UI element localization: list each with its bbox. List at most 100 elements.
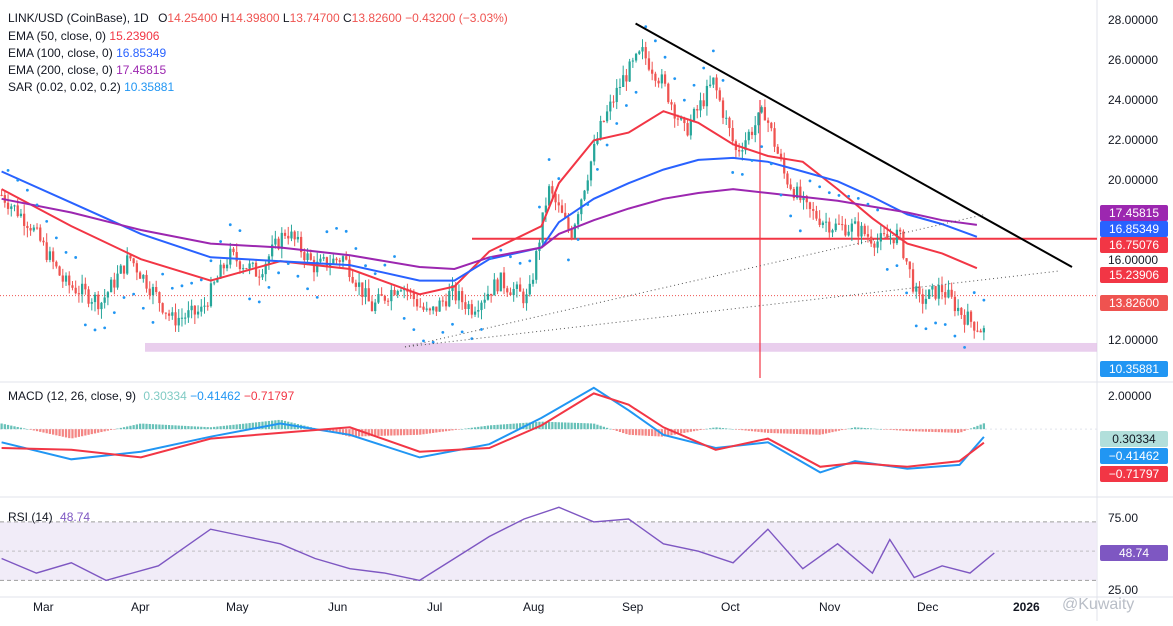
candle-body xyxy=(90,302,93,304)
sar-dot xyxy=(151,320,155,324)
macd-histogram-bar xyxy=(171,425,174,430)
macd-histogram-bar xyxy=(71,429,74,439)
sar-dot xyxy=(827,191,831,195)
candle-body xyxy=(32,227,35,231)
sar-dot xyxy=(876,208,880,212)
macd-histogram-bar xyxy=(258,422,261,430)
candle-body xyxy=(158,292,161,304)
candle-body xyxy=(934,286,937,299)
macd-histogram-bar xyxy=(167,425,171,430)
macd-histogram-bar xyxy=(567,422,570,430)
sar-dot xyxy=(711,49,715,53)
candle-body xyxy=(660,74,663,84)
candle-body xyxy=(296,236,300,240)
candle-body xyxy=(464,302,467,309)
macd-histogram-bar xyxy=(338,429,341,435)
low-label: L xyxy=(282,11,290,25)
candle-body xyxy=(960,307,963,315)
macd-histogram-bar xyxy=(786,429,789,434)
candle-body xyxy=(824,221,828,223)
candle-body xyxy=(341,256,345,262)
macd-histogram-bar xyxy=(370,429,374,437)
candle-body xyxy=(87,289,90,304)
macd-histogram-bar xyxy=(889,429,892,430)
candle-body xyxy=(886,234,889,239)
candle-body xyxy=(190,305,193,311)
sar-dot xyxy=(731,171,735,174)
candle-body xyxy=(844,224,847,236)
macd-histogram-bar xyxy=(502,424,506,430)
y-tick: 24.00000 xyxy=(1108,93,1159,107)
candle-body xyxy=(145,274,148,289)
macd-histogram-bar xyxy=(335,429,338,434)
sar-dot xyxy=(596,168,599,171)
macd-pane xyxy=(0,386,1097,474)
candle-body xyxy=(834,223,837,231)
candle-body xyxy=(171,312,174,316)
macd-histogram-bar xyxy=(29,429,32,430)
candle-body xyxy=(80,283,84,295)
candle-body xyxy=(454,284,457,301)
candle-body xyxy=(316,261,319,273)
macd-histogram-bar xyxy=(612,429,615,430)
candle-body xyxy=(699,100,702,111)
candle-body xyxy=(322,257,325,259)
candle-body xyxy=(779,153,783,160)
candle-body xyxy=(48,251,52,260)
sar-dot xyxy=(982,298,986,302)
y-tick: 22.00000 xyxy=(1108,133,1159,147)
macd-histogram-bar xyxy=(937,429,940,433)
candle-body xyxy=(863,225,866,235)
macd-histogram-bar xyxy=(773,429,776,434)
macd-histogram-bar xyxy=(490,425,493,430)
macd-histogram-bar xyxy=(654,429,657,437)
macd-histogram-bar xyxy=(818,429,821,435)
macd-histogram-bar xyxy=(148,423,151,430)
macd-histogram-bar xyxy=(77,429,81,437)
candle-body xyxy=(299,236,303,253)
macd-histogram-bar xyxy=(737,429,741,430)
macd-histogram-bar xyxy=(960,429,963,433)
x-tick: 2026 xyxy=(1013,600,1040,614)
high-value: 14.39800 xyxy=(229,11,280,25)
candle-body xyxy=(161,303,164,313)
candle-body xyxy=(567,217,570,230)
macd-histogram-bar xyxy=(583,423,586,430)
candle-body xyxy=(374,302,377,312)
rsi-legend-label: RSI (14) xyxy=(8,510,53,524)
candle-body xyxy=(976,330,979,332)
x-tick: Sep xyxy=(622,600,644,614)
legend-ema50-label: EMA (50, close, 0) xyxy=(8,29,107,43)
macd-histogram-bar xyxy=(721,428,725,430)
sar-dot xyxy=(6,168,10,172)
sar-dot xyxy=(518,261,522,265)
sar-dot xyxy=(219,240,223,243)
macd-histogram-bar xyxy=(834,429,837,432)
macd-histogram-bar xyxy=(651,429,654,437)
candle-body xyxy=(792,189,796,199)
macd-histogram-bar xyxy=(663,429,667,437)
candle-body xyxy=(396,291,399,295)
candle-body xyxy=(522,291,525,304)
macd-histogram-bar xyxy=(518,423,522,430)
sar-dot xyxy=(673,77,677,81)
candle-body xyxy=(386,300,390,302)
candles xyxy=(0,39,986,341)
sar-dot xyxy=(93,328,97,332)
sar-dot xyxy=(460,330,464,334)
candle-body xyxy=(866,234,870,237)
candle-body xyxy=(61,275,64,282)
candle-body xyxy=(6,202,10,209)
macd-histogram-bar xyxy=(702,429,705,430)
candle-body xyxy=(915,286,918,292)
candle-body xyxy=(164,312,167,314)
candle-body xyxy=(789,184,792,190)
candle-body xyxy=(718,90,721,101)
high-label: H xyxy=(220,11,230,25)
sar-dot xyxy=(306,287,309,291)
sar-dot xyxy=(586,203,590,206)
candle-body xyxy=(528,283,531,295)
macd-histogram-bar xyxy=(969,428,973,430)
candle-body xyxy=(515,284,519,289)
sar-dot xyxy=(238,229,242,233)
